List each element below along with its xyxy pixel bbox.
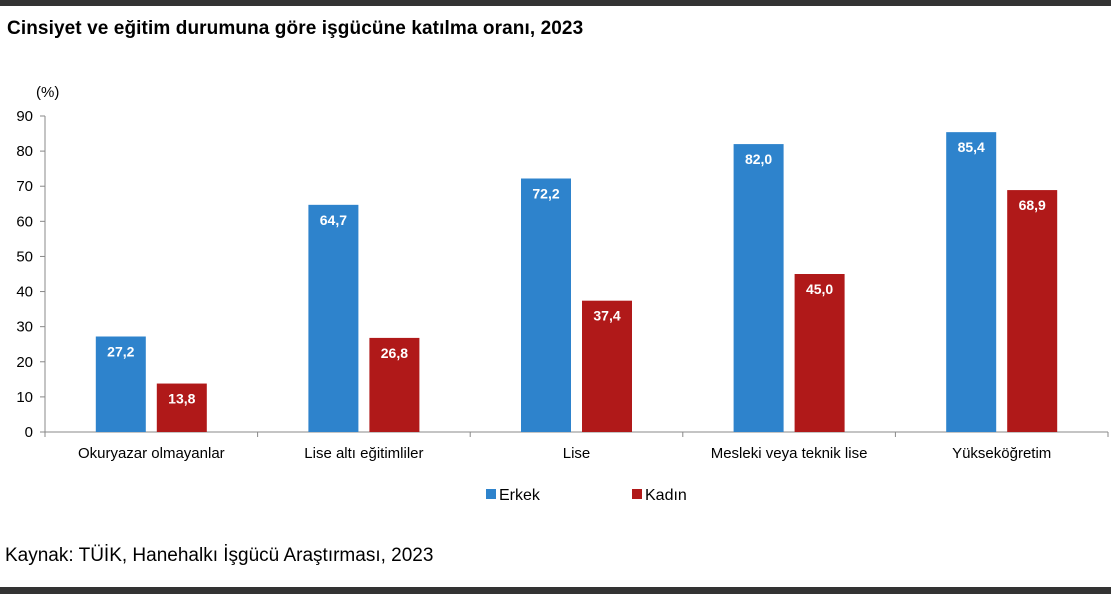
bar-kadin	[156, 383, 207, 432]
y-tick-label: 0	[25, 424, 33, 441]
y-tick-label: 60	[16, 213, 33, 230]
y-tick-label: 40	[16, 284, 33, 301]
category-label: Mesleki veya teknik lise	[711, 445, 868, 462]
value-label-kadin: 68,9	[1019, 197, 1046, 213]
value-label-kadin: 26,8	[381, 345, 408, 361]
bar-erkek	[946, 132, 997, 432]
category-label: Lise	[563, 445, 591, 462]
chart-title: Cinsiyet ve eğitim durumuna göre işgücün…	[7, 18, 584, 39]
bar-kadin	[794, 274, 845, 432]
value-label-kadin: 45,0	[806, 281, 833, 297]
bar-erkek	[95, 336, 146, 432]
category-label: Okuryazar olmayanlar	[78, 445, 225, 462]
legend-kadin-label: Kadın	[645, 487, 687, 504]
top-border	[0, 0, 1111, 6]
y-tick-label: 70	[16, 178, 33, 195]
source-note: Kaynak: TÜİK, Hanehalkı İşgücü Araştırma…	[5, 545, 434, 566]
category-label: Lise altı eğitimliler	[304, 445, 423, 462]
legend-kadin-swatch	[632, 489, 642, 499]
bar-kadin	[1007, 190, 1058, 432]
y-tick-label: 30	[16, 319, 33, 336]
bar-chart: (%) 0 10 20 30 40 50 60 70 80 90 27,2 13,8 Okuryazar …	[16, 84, 1109, 504]
y-tick-label: 80	[16, 143, 33, 160]
value-label-kadin: 37,4	[593, 308, 620, 324]
bar-erkek	[733, 144, 784, 433]
value-label-erkek: 27,2	[107, 343, 134, 359]
bottom-border	[0, 587, 1111, 594]
legend-erkek-label: Erkek	[499, 487, 541, 504]
value-label-erkek: 64,7	[320, 212, 347, 228]
y-tick-label: 20	[16, 354, 33, 371]
y-tick-label: 10	[16, 389, 33, 406]
y-tick-label: 90	[16, 108, 33, 125]
value-label-erkek: 85,4	[958, 139, 985, 155]
category-label: Yükseköğretim	[952, 445, 1051, 462]
value-label-erkek: 72,2	[532, 185, 559, 201]
bar-kadin	[582, 300, 632, 432]
y-axis-label: (%)	[36, 84, 59, 101]
value-label-kadin: 13,8	[168, 391, 195, 407]
bar-erkek	[521, 178, 571, 432]
y-tick-label: 50	[16, 248, 33, 265]
value-label-erkek: 82,0	[745, 151, 772, 167]
bar-kadin	[369, 337, 420, 432]
legend-erkek-swatch	[486, 489, 496, 499]
bar-erkek	[308, 204, 359, 432]
